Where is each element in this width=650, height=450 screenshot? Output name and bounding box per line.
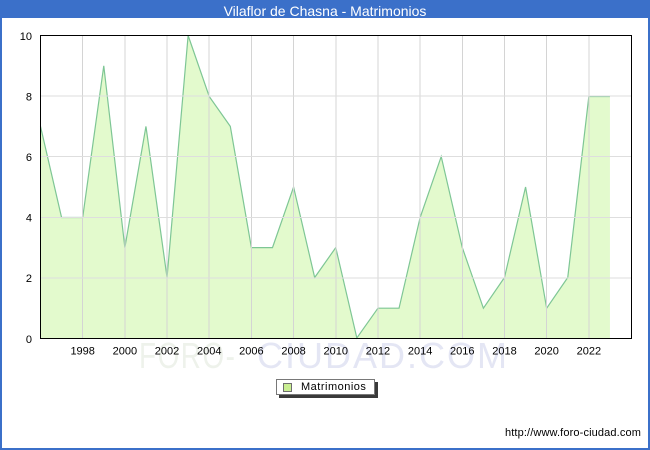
svg-text:2006: 2006 (239, 345, 263, 357)
svg-text:0: 0 (26, 334, 32, 346)
svg-text:6: 6 (26, 152, 32, 164)
svg-text:4: 4 (26, 213, 32, 225)
svg-text:2014: 2014 (408, 345, 432, 357)
svg-text:10: 10 (20, 31, 32, 43)
svg-text:2022: 2022 (577, 345, 601, 357)
svg-text:2012: 2012 (366, 345, 390, 357)
svg-text:2002: 2002 (155, 345, 179, 357)
svg-text:2016: 2016 (450, 345, 474, 357)
svg-text:2018: 2018 (492, 345, 516, 357)
svg-text:1998: 1998 (70, 345, 94, 357)
svg-text:2010: 2010 (324, 345, 348, 357)
svg-text:2000: 2000 (113, 345, 137, 357)
svg-text:2008: 2008 (281, 345, 305, 357)
svg-text:2004: 2004 (197, 345, 221, 357)
svg-text:2020: 2020 (534, 345, 558, 357)
svg-text:2: 2 (26, 273, 32, 285)
svg-text:8: 8 (26, 91, 32, 103)
